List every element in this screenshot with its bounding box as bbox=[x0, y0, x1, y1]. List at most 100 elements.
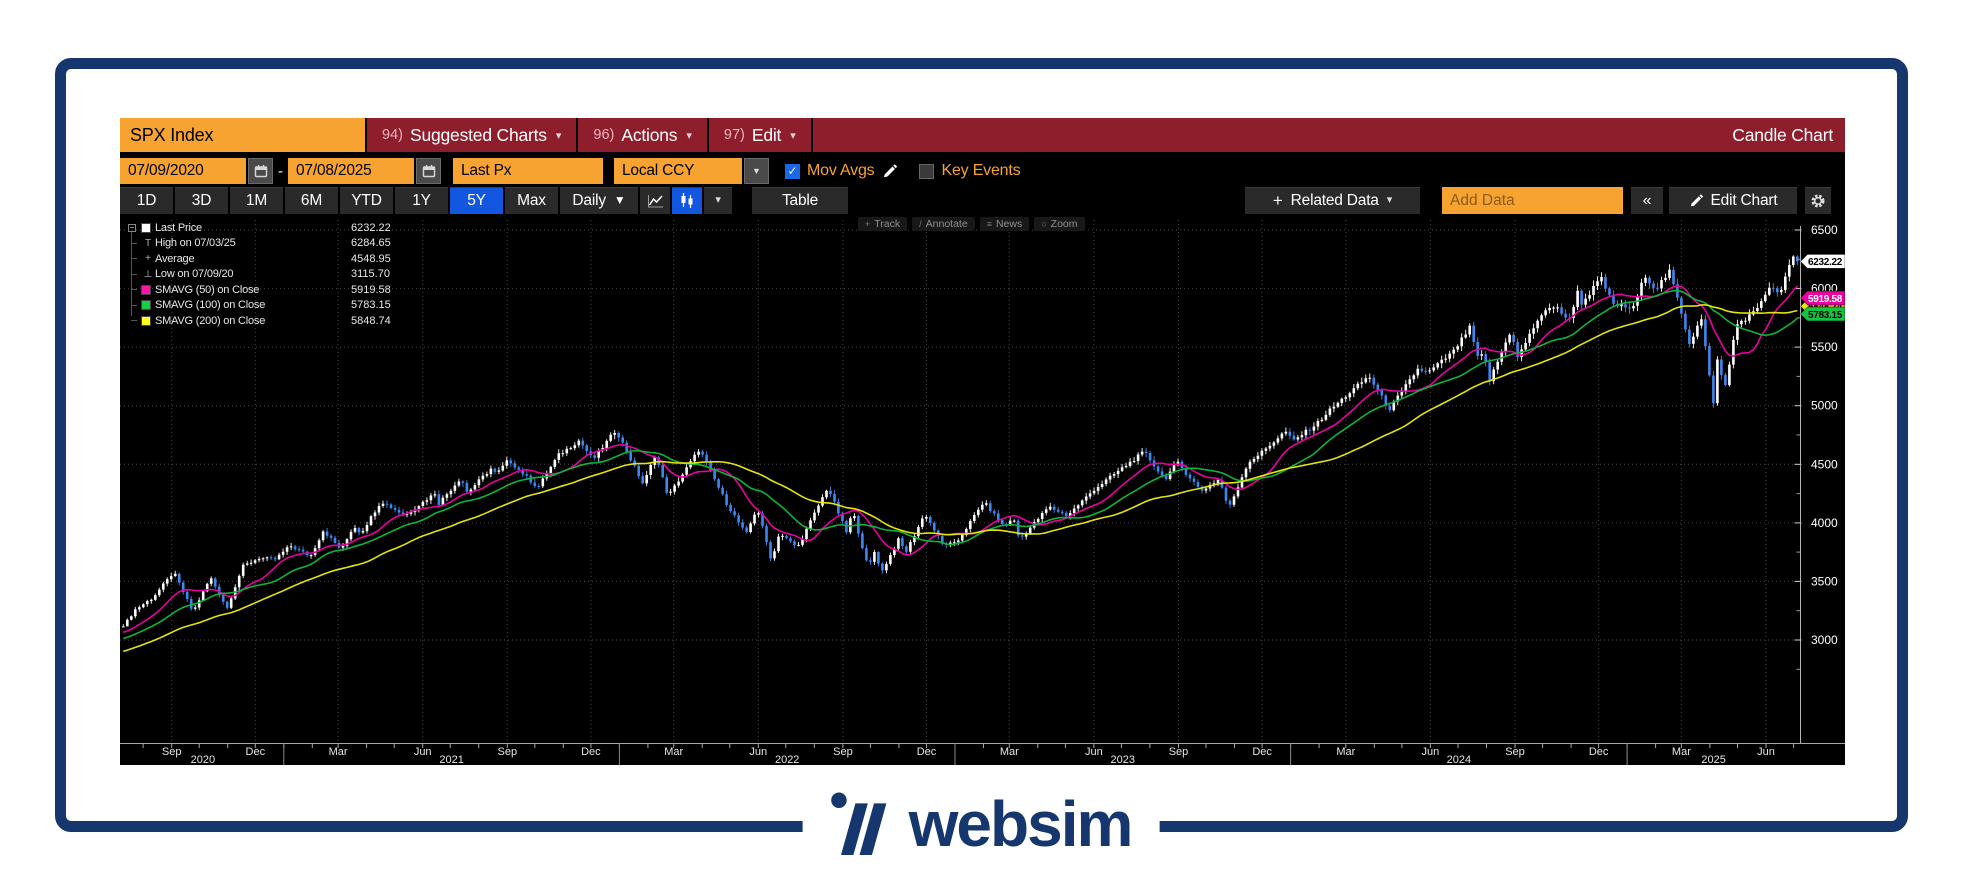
range-button-1d[interactable]: 1D bbox=[120, 187, 173, 214]
marker-high-icon: T bbox=[144, 237, 152, 249]
track-label: Track bbox=[874, 218, 901, 230]
track-button[interactable]: + Track bbox=[858, 217, 908, 231]
legend-gutter bbox=[128, 304, 141, 306]
legend-label: SMAVG (50) on Close bbox=[155, 283, 260, 296]
date-from-field[interactable]: 07/09/2020 bbox=[120, 158, 246, 184]
calendar-icon bbox=[422, 165, 435, 178]
settings-button[interactable] bbox=[1805, 187, 1831, 214]
svg-text:Dec: Dec bbox=[917, 746, 937, 758]
ticker-field[interactable]: SPX Index bbox=[120, 118, 365, 152]
legend-collapse-icon[interactable] bbox=[128, 223, 136, 232]
legend-gutter bbox=[128, 289, 141, 291]
websim-logo-icon bbox=[831, 792, 887, 855]
range-button-1y[interactable]: 1Y bbox=[395, 187, 448, 214]
chart-type-more-dropdown[interactable]: ▾ bbox=[704, 187, 732, 214]
annotate-button[interactable]: / Annotate bbox=[912, 217, 975, 231]
candle-chart-icon bbox=[681, 193, 693, 208]
collapse-panel-button[interactable]: « bbox=[1631, 187, 1663, 214]
legend-row: SMAVG (50) on Close 5919.58 bbox=[128, 282, 391, 298]
key-events-label: Key Events bbox=[941, 162, 1021, 179]
currency-select[interactable]: Local CCY bbox=[614, 158, 742, 184]
range-button-6m[interactable]: 6M bbox=[285, 187, 338, 214]
menu-label: Actions bbox=[621, 124, 678, 145]
chart-legend: Last Price 6232.22 T High on 07/03/25 6284.6… bbox=[128, 220, 391, 329]
chevron-down-icon: ▼ bbox=[752, 166, 761, 176]
menu-key: 97) bbox=[723, 127, 745, 143]
menu-bar: 94) Suggested Charts ▾ 96) Actions ▾ 97) Edit ▾ … bbox=[365, 118, 1845, 152]
range-button-5y[interactable]: 5Y bbox=[450, 187, 503, 214]
legend-gutter bbox=[128, 273, 141, 275]
svg-text:6500: 6500 bbox=[1811, 223, 1838, 237]
edit-chart-button[interactable]: Edit Chart bbox=[1669, 187, 1797, 214]
menu-item-suggested-charts[interactable]: 94) Suggested Charts ▾ bbox=[367, 118, 577, 152]
chart-type-label: Candle Chart bbox=[1732, 124, 1833, 145]
legend-label: Low on 07/09/20 bbox=[155, 268, 234, 281]
range-button-1m[interactable]: 1M bbox=[230, 187, 283, 214]
add-data-input[interactable] bbox=[1442, 187, 1623, 214]
gear-icon bbox=[1811, 194, 1825, 207]
svg-text:Sep: Sep bbox=[162, 746, 182, 758]
candle-chart-type-button[interactable] bbox=[672, 187, 702, 214]
legend-tree-stub bbox=[131, 273, 137, 275]
legend-gutter bbox=[128, 223, 141, 232]
svg-text:4500: 4500 bbox=[1811, 457, 1838, 471]
legend-row: SMAVG (100) on Close 5783.15 bbox=[128, 298, 391, 314]
series-swatch bbox=[141, 315, 151, 326]
legend-label: SMAVG (200) on Close bbox=[155, 314, 266, 327]
related-data-label: Related Data bbox=[1290, 192, 1379, 209]
range-button-3d[interactable]: 3D bbox=[175, 187, 228, 214]
svg-text:Dec: Dec bbox=[246, 746, 266, 758]
line-chart-type-button[interactable] bbox=[640, 187, 670, 214]
date-range-separator: - bbox=[278, 162, 283, 180]
legend-value: 3115.70 bbox=[351, 268, 390, 281]
related-data-button[interactable]: + Related Data ▾ bbox=[1245, 187, 1420, 214]
date-to-field[interactable]: 07/08/2025 bbox=[288, 158, 414, 184]
currency-dropdown-button[interactable]: ▼ bbox=[744, 158, 769, 184]
series-swatch bbox=[141, 284, 151, 295]
legend-value: 5848.74 bbox=[351, 314, 391, 327]
svg-text:3000: 3000 bbox=[1811, 633, 1838, 647]
svg-text:5500: 5500 bbox=[1811, 340, 1838, 354]
svg-text:Mar: Mar bbox=[1000, 746, 1019, 758]
legend-tree-stub bbox=[131, 289, 137, 291]
websim-brand: websim bbox=[802, 768, 1160, 880]
svg-text:Sep: Sep bbox=[833, 746, 853, 758]
svg-text:5000: 5000 bbox=[1811, 399, 1838, 413]
news-button[interactable]: ≡ News bbox=[979, 217, 1030, 231]
svg-text:Jun: Jun bbox=[749, 746, 767, 758]
svg-text:Mar: Mar bbox=[1336, 746, 1355, 758]
svg-text:Mar: Mar bbox=[1672, 746, 1691, 758]
legend-row: ⊥ Low on 07/09/20 3115.70 bbox=[128, 267, 391, 283]
zoom-button[interactable]: ○ Zoom bbox=[1034, 217, 1085, 231]
price-field-select[interactable]: Last Px bbox=[453, 158, 603, 184]
svg-text:Jun: Jun bbox=[1085, 746, 1103, 758]
check-icon: ✓ bbox=[787, 164, 798, 178]
bloomberg-terminal: SPX Index 94) Suggested Charts ▾ 96) Actions… bbox=[120, 118, 1845, 765]
calendar-to-button[interactable] bbox=[416, 158, 441, 184]
controls-row: 07/09/2020 - 07/08/2025 Last Px Local CC… bbox=[120, 157, 1845, 185]
mov-avgs-checkbox[interactable]: ✓ bbox=[785, 163, 800, 179]
pencil-icon[interactable] bbox=[882, 163, 898, 179]
legend-tree-stub bbox=[131, 242, 137, 244]
plus-icon: + bbox=[1272, 191, 1283, 210]
key-events-checkbox[interactable] bbox=[919, 163, 935, 179]
svg-text:3500: 3500 bbox=[1811, 574, 1838, 588]
range-button-ytd[interactable]: YTD bbox=[340, 187, 393, 214]
annotate-icon: / bbox=[919, 219, 922, 229]
table-button[interactable]: Table bbox=[752, 187, 848, 214]
legend-value: 5919.58 bbox=[351, 283, 391, 296]
menu-item-actions[interactable]: 96) Actions ▾ bbox=[578, 118, 707, 152]
chart-toolbar-row: 1D 3D 1M 6M YTD 1Y 5Y Max Daily ▼ ▾ Table + Rel… bbox=[120, 187, 1845, 214]
period-dropdown[interactable]: Daily ▼ bbox=[560, 187, 638, 214]
legend-row: SMAVG (200) on Close 5848.74 bbox=[128, 313, 391, 329]
svg-text:Mar: Mar bbox=[664, 746, 683, 758]
legend-row: + Average 4548.95 bbox=[128, 251, 391, 267]
legend-label: High on 07/03/25 bbox=[155, 237, 236, 250]
range-button-max[interactable]: Max bbox=[505, 187, 558, 214]
menu-item-edit[interactable]: 97) Edit ▾ bbox=[708, 118, 811, 152]
svg-text:5783.15: 5783.15 bbox=[1808, 310, 1843, 321]
pencil-icon bbox=[1690, 193, 1703, 206]
chart-overlay-toolbar: + Track / Annotate ≡ News ○ Zoom bbox=[858, 217, 1085, 231]
calendar-from-button[interactable] bbox=[248, 158, 273, 184]
